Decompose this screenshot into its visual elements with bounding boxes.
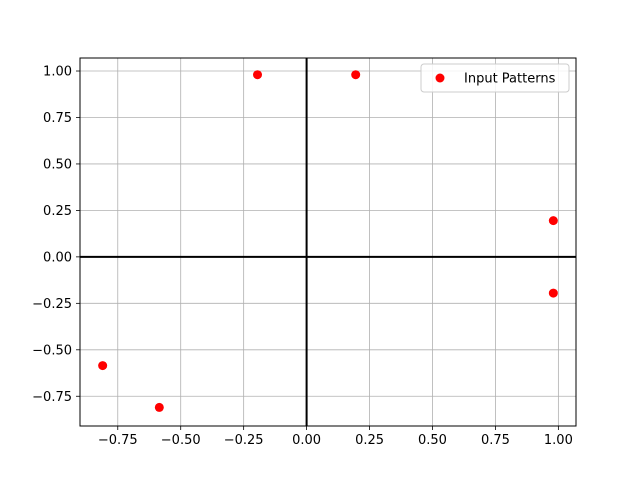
data-point [154,402,164,412]
plot-frame [79,57,577,427]
axis-ticks: −0.75 −0.50 −0.25 0.00 0.25 0.50 0.75 1.00 −0.75… [32,65,573,448]
x-tick-label: 0.50 [418,433,447,448]
y-tick-label: −0.50 [32,343,72,358]
y-tick-label: 0.50 [43,157,72,172]
x-tick-label: 0.25 [355,433,384,448]
data-point [351,70,361,80]
y-tick-label: 0.75 [43,111,72,126]
x-tick-label: 0.75 [481,433,510,448]
legend-label: Input Patterns [464,72,556,87]
data-point [548,216,558,226]
data-point [253,70,263,80]
y-tick-label: −0.25 [32,297,72,312]
x-tick-label: −0.50 [161,433,201,448]
zero-axis-lines [80,58,576,426]
grid-lines [80,58,576,426]
legend-box [420,63,570,93]
data-points [98,70,558,412]
data-point [548,288,558,298]
y-tick-label: 0.25 [43,204,72,219]
data-point [98,361,108,371]
x-tick-label: −0.25 [224,433,264,448]
legend-marker [435,73,445,83]
legend: Input Patterns [420,63,570,93]
x-tick-label: 1.00 [544,433,573,448]
y-tick-label: 0.00 [43,250,72,265]
y-tick-label: −0.75 [32,390,72,405]
y-tick-label: 1.00 [43,65,72,80]
x-tick-label: 0.00 [292,433,321,448]
x-tick-label: −0.75 [98,433,138,448]
